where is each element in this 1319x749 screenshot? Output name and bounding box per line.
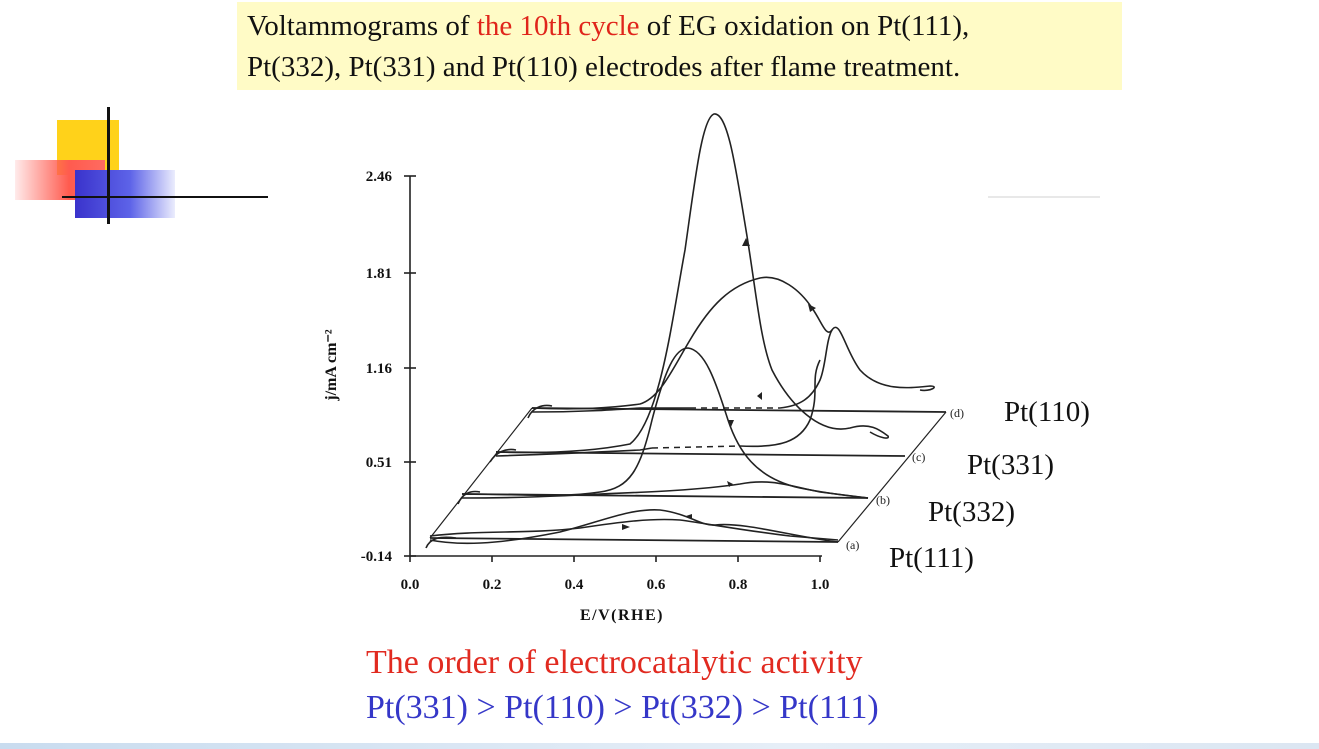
slide-title: Voltammograms of the 10th cycle of EG ox… (237, 2, 1122, 90)
activity-order-heading: The order of electrocatalytic activity (366, 644, 863, 681)
title-line2: Pt(332), Pt(331) and Pt(110) electrodes … (247, 51, 961, 83)
y-tick-label: 2.46 (366, 169, 393, 185)
x-axis (409, 555, 822, 562)
curve-pt110 (527, 276, 935, 419)
curve-pt111 (425, 509, 839, 549)
series-label-pt331: Pt(331) (967, 449, 1054, 481)
depth-edge-left (429, 407, 533, 539)
slide-bottom-bar (0, 743, 1319, 749)
baseline-d (531, 407, 947, 413)
series-label-pt110: Pt(110) (1004, 396, 1090, 428)
x-tick-label: 0.0 (401, 577, 420, 593)
deco-horizontal-line (62, 196, 268, 198)
curve-pt332 (457, 347, 869, 505)
y-tick-label: 1.16 (366, 361, 393, 377)
x-tick-label: 0.8 (729, 577, 748, 593)
trace-label-c: (c) (912, 450, 925, 464)
title-text-part2: of EG oxidation on Pt(111), (639, 10, 970, 42)
deco-blue-bar (75, 170, 175, 218)
y-axis-label: j/mA cm⁻² (323, 329, 340, 402)
y-axis (404, 175, 416, 557)
title-text-part1: Voltammograms of (247, 10, 477, 42)
x-tick-label: 0.4 (565, 577, 584, 593)
title-highlight: the 10th cycle (476, 10, 640, 42)
x-axis-label: E/V(RHE) (580, 607, 664, 624)
baseline-c (495, 451, 906, 457)
voltammogram-chart: 2.46 1.81 1.16 0.51 -0.14 j/mA cm⁻² 0.0 … (323, 113, 1090, 624)
series-label-pt111: Pt(111) (889, 542, 974, 574)
x-tick-label: 1.0 (811, 577, 830, 593)
faint-divider (988, 196, 1100, 198)
y-tick-label: 1.81 (366, 266, 392, 282)
y-tick-label: -0.14 (361, 549, 393, 565)
depth-edge-right (837, 411, 947, 543)
y-tick-label: 0.51 (366, 455, 392, 471)
trace-label-a: (a) (846, 538, 859, 552)
trace-label-b: (b) (876, 493, 890, 507)
activity-order-ranking: Pt(331) > Pt(110) > Pt(332) > Pt(111) (366, 689, 879, 726)
slide-decoration (0, 0, 280, 230)
x-tick-label: 0.2 (483, 577, 502, 593)
series-label-pt332: Pt(332) (928, 496, 1015, 528)
x-tick-label: 0.6 (647, 577, 666, 593)
deco-vertical-line (107, 107, 110, 224)
baselines (429, 407, 947, 543)
curve-pt331 (489, 113, 890, 463)
baseline-a (429, 537, 839, 543)
trace-label-d: (d) (950, 406, 964, 420)
